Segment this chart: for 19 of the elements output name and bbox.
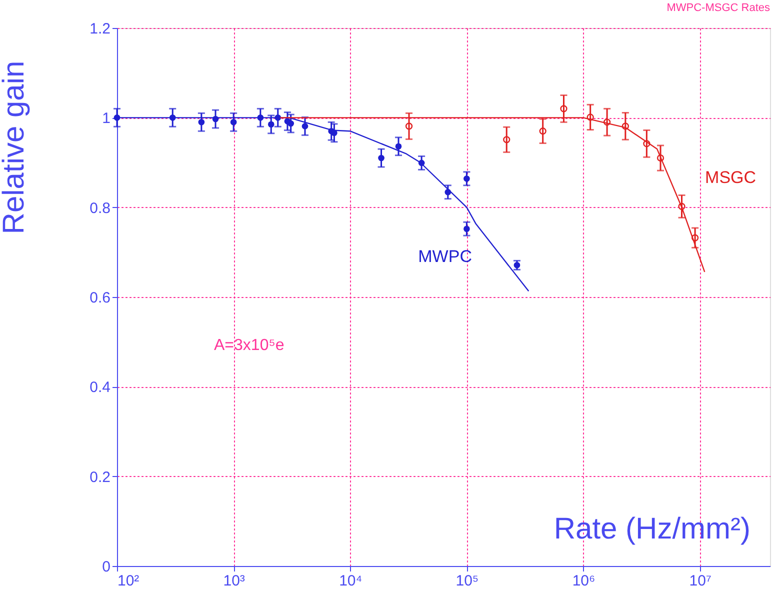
y-tick-label: 0.2 [90,468,110,486]
x-axis-title: Rate (Hz/mm²) [554,512,750,546]
series-label: MSGC [705,168,756,187]
annotation: A=3x10⁵e [214,337,284,354]
series-label: MWPC [418,247,472,266]
x-tick-label: 10⁶ [572,572,596,590]
y-tick-label: 1 [102,110,110,128]
y-axis-title: Relative gain [0,60,30,234]
y-tick-label: 0.4 [90,379,110,396]
x-tick-label: 10⁷ [689,572,712,590]
y-tick-label: 1.2 [90,20,110,38]
x-tick-label: 10⁴ [339,572,362,590]
x-tick-label: 10² [118,572,140,590]
y-tick-label: 0.8 [90,200,110,217]
x-tick-label: 10³ [223,572,245,590]
x-tick-label: 10⁵ [456,572,479,590]
chart-title: MWPC-MSGC Rates [666,2,770,14]
y-tick-label: 0.6 [90,290,110,306]
y-tick-label: 0 [102,558,110,576]
